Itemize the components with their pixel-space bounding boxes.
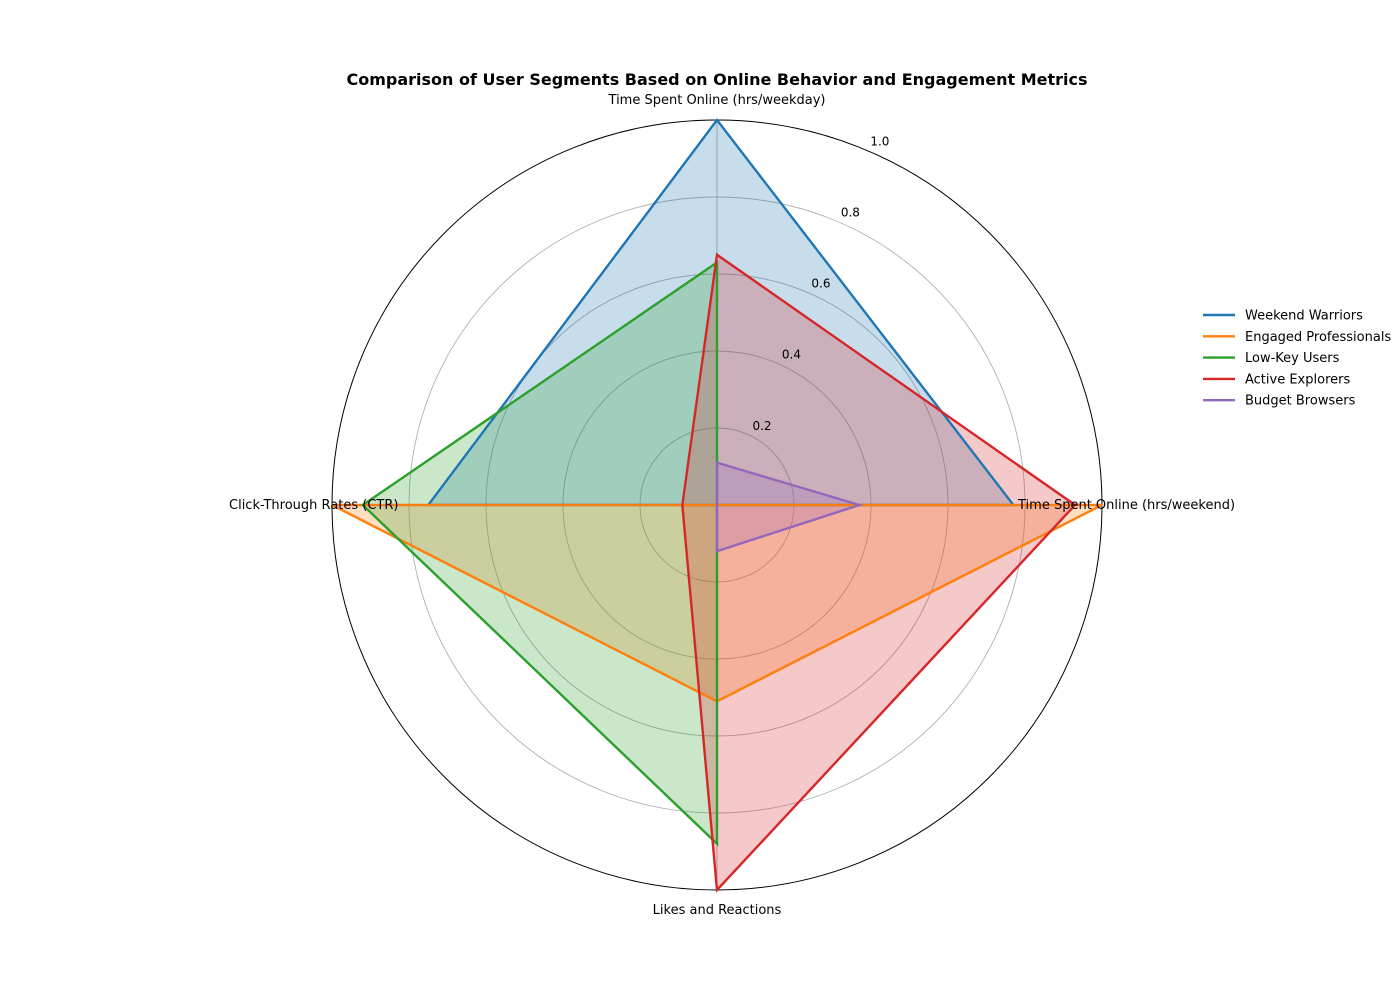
series-fill-3 <box>682 254 1076 890</box>
series-layer <box>331 118 1103 893</box>
r-tick-label-2: 0.6 <box>811 277 830 291</box>
r-tick-label-3: 0.8 <box>841 205 860 219</box>
legend-label-0: Weekend Warriors <box>1245 309 1363 324</box>
axis-label-1: Time Spent Online (hrs/weekend) <box>1017 498 1235 513</box>
axis-label-3: Click-Through Rates (CTR) <box>229 498 398 513</box>
legend-label-4: Budget Browsers <box>1245 394 1356 409</box>
axis-label-2: Likes and Reactions <box>653 903 782 918</box>
series-fill-4 <box>717 462 860 552</box>
series-line-4 <box>715 461 864 553</box>
series-line-2 <box>360 260 719 847</box>
axis-label-layer: Time Spent Online (hrs/weekday) Time Spen… <box>229 93 1235 918</box>
r-tick-label-0: 0.2 <box>752 419 771 433</box>
series-fill-0 <box>428 120 1014 505</box>
legend-label-2: Low-Key Users <box>1245 351 1340 366</box>
legend-label-3: Active Explorers <box>1245 372 1350 387</box>
tick-label-layer: 0.2 0.4 0.6 0.8 1.0 <box>752 134 889 433</box>
series-line-3 <box>681 252 1077 893</box>
chart-title: Comparison of User Segments Based on Onl… <box>346 70 1087 89</box>
axis-label-0: Time Spent Online (hrs/weekday) <box>608 93 826 108</box>
legend-label-1: Engaged Professionals <box>1245 330 1391 345</box>
r-tick-label-4: 1.0 <box>870 134 889 148</box>
legend: Weekend Warriors Engaged Professionals Low… <box>1203 309 1391 409</box>
r-tick-label-1: 0.4 <box>782 348 801 362</box>
series-fill-2 <box>362 262 717 844</box>
